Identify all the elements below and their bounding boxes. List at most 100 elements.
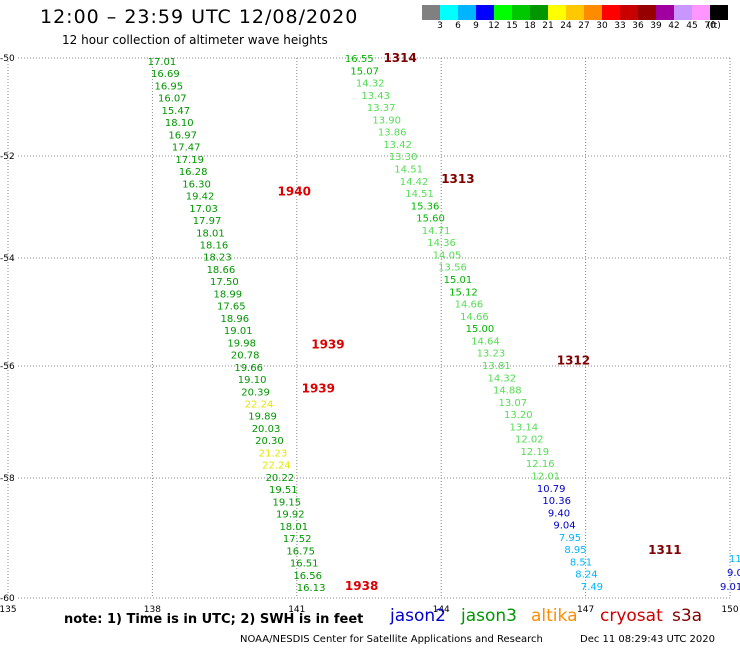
- lat-tick-label: -52: [0, 152, 15, 162]
- swh-value: 14.88: [493, 386, 522, 397]
- lon-tick-label: 147: [577, 605, 594, 615]
- swh-value: 16.30: [182, 179, 211, 190]
- scale-label: 21: [542, 21, 554, 31]
- swh-value: 17.52: [283, 534, 312, 545]
- swh-value: 16.13: [297, 583, 326, 594]
- scale-swatch: [494, 5, 512, 20]
- map-subtitle: 12 hour collection of altimeter wave hei…: [62, 33, 328, 47]
- scale-label: 42: [668, 21, 680, 31]
- scale-swatch: [530, 5, 548, 20]
- swh-value: 14.36: [427, 238, 456, 249]
- swh-value: 19.89: [248, 412, 277, 423]
- scale-label: 33: [614, 21, 626, 31]
- swh-value: 8.95: [564, 545, 586, 556]
- map-note: note: 1) Time is in UTC; 2) SWH is in fe…: [64, 612, 364, 627]
- swh-value: 20.78: [231, 351, 260, 362]
- swh-value: 9.01: [720, 582, 740, 593]
- swh-value: 17.50: [210, 277, 239, 288]
- legend-jason3: jason3: [461, 606, 517, 626]
- pass-label: 1938: [345, 579, 378, 593]
- pass-label: 1313: [441, 172, 474, 186]
- swh-value: 12.02: [515, 435, 544, 446]
- swh-value: 18.23: [203, 253, 232, 264]
- swh-value: 8.51: [570, 557, 592, 568]
- swh-value: 14.51: [394, 165, 423, 176]
- swh-value: 14.51: [405, 189, 434, 200]
- swh-value: 16.55: [345, 54, 374, 65]
- scale-swatch: [656, 5, 674, 20]
- swh-value: 9.0: [727, 568, 740, 579]
- lat-tick-label: -54: [0, 254, 15, 264]
- scale-swatch: [548, 5, 566, 20]
- footer-timestamp: Dec 11 08:29:43 UTC 2020: [580, 634, 715, 645]
- swh-value: 9.04: [553, 521, 575, 532]
- swh-value: 22.24: [262, 461, 291, 472]
- pass-label: 1311: [648, 543, 681, 557]
- footer-credit: NOAA/NESDIS Center for Satellite Applica…: [240, 634, 543, 645]
- swh-value: 13.23: [477, 349, 506, 360]
- swh-value: 13.86: [378, 128, 407, 139]
- swh-value: 16.07: [158, 94, 187, 105]
- swh-value: 7.95: [559, 533, 581, 544]
- swh-value: 18.66: [207, 265, 236, 276]
- swh-value: 17.03: [189, 204, 218, 215]
- swh-value: 19.98: [227, 338, 256, 349]
- scale-swatch: [674, 5, 692, 20]
- swh-value: 13.81: [482, 361, 511, 372]
- swh-value: 13.37: [367, 103, 396, 114]
- legend-altika: altika: [531, 606, 578, 626]
- lon-tick-label: 138: [144, 605, 161, 615]
- scale-swatch: [440, 5, 458, 20]
- swh-value: 18.01: [279, 522, 308, 533]
- swh-value: 22.24: [245, 400, 274, 411]
- scale-swatch: [512, 5, 530, 20]
- lat-tick-label: -50: [0, 54, 15, 64]
- swh-value: 14.64: [471, 336, 500, 347]
- swh-value: 11: [729, 554, 740, 565]
- swh-value: 14.05: [433, 250, 462, 261]
- lon-tick-label: 135: [0, 605, 17, 615]
- swh-value: 7.49: [581, 582, 603, 593]
- swh-value: 13.90: [372, 115, 401, 126]
- scale-label: 30: [596, 21, 608, 31]
- scale-label: 70: [704, 21, 716, 31]
- swh-value: 19.92: [276, 510, 305, 521]
- swh-value: 19.66: [234, 363, 263, 374]
- swh-value: 16.51: [290, 559, 319, 570]
- scale-label: (ft): [707, 21, 721, 31]
- scale-swatch: [638, 5, 656, 20]
- swh-value: 15.47: [161, 106, 190, 117]
- swh-value: 20.39: [241, 387, 270, 398]
- swh-value: 15.36: [411, 201, 440, 212]
- swh-value: 18.99: [214, 289, 243, 300]
- swh-value: 17.01: [148, 57, 177, 68]
- swh-value: 10.79: [537, 484, 566, 495]
- scale-label: 39: [650, 21, 662, 31]
- scale-swatch: [566, 5, 584, 20]
- swh-value: 13.07: [499, 398, 528, 409]
- swh-value: 13.30: [389, 152, 418, 163]
- swh-value: 14.32: [356, 79, 385, 90]
- scale-label: 6: [455, 21, 461, 31]
- pass-label: 1939: [302, 381, 335, 395]
- scale-label: 36: [632, 21, 644, 31]
- swh-value: 12.19: [520, 447, 549, 458]
- swh-value: 20.22: [266, 473, 295, 484]
- swh-value: 17.47: [172, 143, 201, 154]
- swh-value: 13.14: [509, 422, 538, 433]
- swh-value: 18.10: [165, 118, 194, 129]
- swh-value: 18.96: [220, 314, 249, 325]
- swh-value: 17.19: [175, 155, 204, 166]
- pass-label: 1940: [278, 185, 311, 199]
- swh-value: 20.03: [252, 424, 281, 435]
- lon-tick-label: 150: [721, 605, 738, 615]
- swh-value: 16.56: [293, 571, 322, 582]
- swh-value: 12.16: [526, 459, 555, 470]
- lat-tick-label: -58: [0, 474, 15, 484]
- scale-swatch: [692, 5, 710, 20]
- pass-label: 1314: [383, 51, 416, 65]
- swh-value: 19.42: [186, 192, 215, 203]
- swh-value: 13.43: [361, 91, 390, 102]
- scale-swatch: [584, 5, 602, 20]
